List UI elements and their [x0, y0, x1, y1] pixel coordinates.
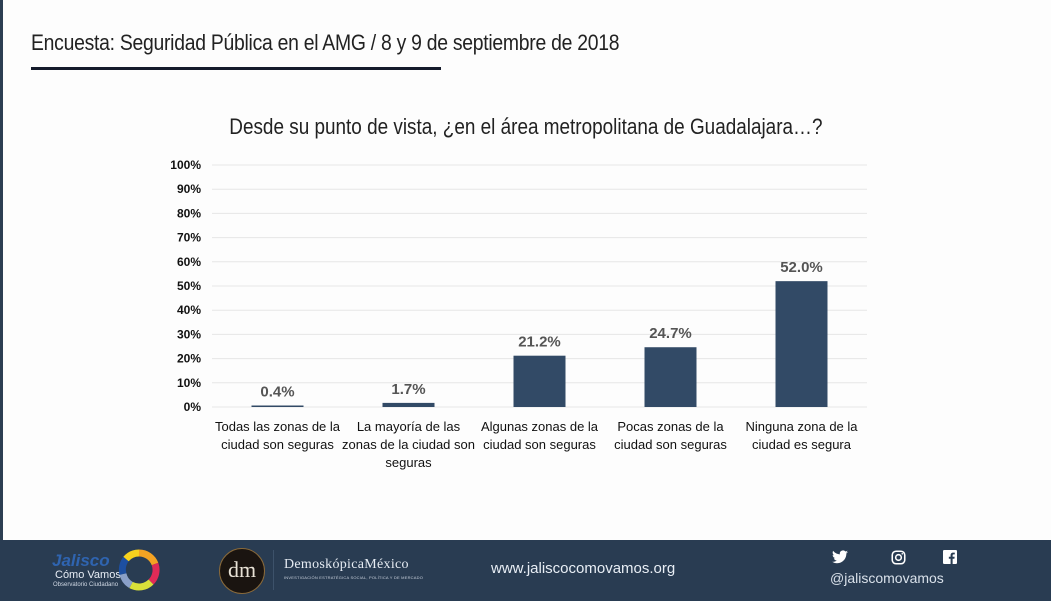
demoskopica-name: DemoskópicaMéxico	[284, 557, 409, 572]
twitter-icon[interactable]	[832, 550, 848, 568]
bar	[513, 355, 566, 407]
bar	[251, 405, 304, 407]
left-border	[0, 0, 3, 540]
bar	[644, 347, 697, 407]
y-tick-label: 40%	[177, 303, 201, 317]
demoskopica-subtitle: INVESTIGACIÓN ESTRATÉGICA SOCIAL, POLÍTI…	[284, 575, 424, 580]
data-label: 21.2%	[518, 334, 561, 351]
x-tick-label: Algunas zonas de la ciudad son seguras	[480, 419, 599, 452]
jalisco-como-vamos-logo[interactable]: Jalisco Cómo Vamos Observatorio Ciudadan…	[50, 547, 165, 593]
data-label: 24.7%	[649, 325, 692, 342]
bar	[775, 281, 828, 407]
data-label: 52.0%	[780, 259, 823, 276]
title-underline	[31, 67, 441, 70]
y-tick-label: 80%	[177, 206, 201, 220]
instagram-icon[interactable]	[891, 550, 906, 569]
y-tick-label: 90%	[177, 182, 201, 196]
x-tick-label: Ninguna zona de la ciudad es segura	[745, 419, 858, 452]
x-tick-label: Pocas zonas de la ciudad son seguras	[614, 419, 727, 452]
color-ring-icon	[118, 549, 160, 591]
data-label: 0.4%	[260, 384, 294, 401]
logo-divider	[273, 550, 274, 590]
x-tick-label: Todas las zonas de la ciudad son seguras	[214, 419, 341, 452]
y-tick-label: 70%	[177, 231, 201, 245]
y-tick-label: 20%	[177, 352, 201, 366]
website-link[interactable]: www.jaliscocomovamos.org	[491, 560, 676, 577]
y-tick-label: 10%	[177, 376, 201, 390]
demoskopica-badge-logo[interactable]: dm	[219, 548, 265, 594]
jalisco-logo-subtitle: Cómo Vamos	[55, 569, 121, 581]
facebook-icon[interactable]	[943, 550, 957, 568]
y-tick-label: 30%	[177, 327, 201, 341]
jalisco-logo-word: Jalisco	[52, 551, 110, 570]
bar	[382, 402, 435, 407]
jalisco-logo-tagline: Observatorio Ciudadano	[53, 582, 119, 588]
social-icons	[830, 550, 960, 570]
y-tick-label: 60%	[177, 255, 201, 269]
footer: Jalisco Cómo Vamos Observatorio Ciudadan…	[0, 540, 1051, 601]
social-handle[interactable]: @jaliscomovamos	[830, 570, 944, 586]
x-tick-label: La mayoría de las zonas de la ciudad son…	[342, 419, 475, 470]
data-label: 1.7%	[391, 381, 425, 398]
y-tick-label: 100%	[170, 158, 201, 172]
y-tick-label: 50%	[177, 279, 201, 293]
chart-title: Desde su punto de vista, ¿en el área met…	[0, 114, 1051, 140]
bar-chart: 0% 10% 20% 30% 40% 50% 60% 70% 80% 90% 100% 0.4% 1.7…	[170, 158, 867, 414]
y-tick-label: 0%	[184, 400, 202, 414]
chart-title-text: Desde su punto de vista, ¿en el área met…	[228, 114, 823, 139]
page-title: Encuesta: Seguridad Pública en el AMG / …	[31, 30, 620, 55]
